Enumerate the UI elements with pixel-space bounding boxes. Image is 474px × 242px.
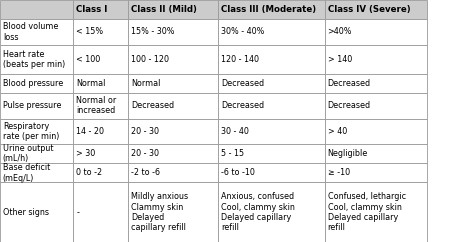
Text: Respiratory
rate (per min): Respiratory rate (per min) [3, 121, 59, 141]
Bar [218, 45, 325, 74]
Bar [128, 182, 218, 242]
Text: Class I: Class I [76, 5, 108, 14]
Bar [73, 182, 128, 242]
Bar [325, 182, 427, 242]
Bar [128, 163, 218, 182]
Bar [0, 144, 73, 163]
Bar [218, 119, 325, 144]
Text: Decreased: Decreased [328, 101, 371, 110]
Text: Class III (Moderate): Class III (Moderate) [221, 5, 316, 14]
Text: > 40: > 40 [328, 127, 347, 136]
Text: 120 - 140: 120 - 140 [221, 55, 259, 64]
Bar [128, 19, 218, 45]
Bar [0, 0, 73, 19]
Text: < 15%: < 15% [76, 27, 103, 37]
Text: Urine output
(mL/h): Urine output (mL/h) [3, 144, 54, 163]
Bar [73, 19, 128, 45]
Text: Decreased: Decreased [328, 79, 371, 88]
Text: Pulse pressure: Pulse pressure [3, 101, 61, 110]
Text: Normal: Normal [76, 79, 106, 88]
Text: 0 to -2: 0 to -2 [76, 168, 102, 177]
Bar [218, 182, 325, 242]
Bar [218, 163, 325, 182]
Bar [218, 93, 325, 119]
Bar [325, 74, 427, 93]
Text: Blood volume
loss: Blood volume loss [3, 22, 58, 42]
Text: Class II (Mild): Class II (Mild) [131, 5, 197, 14]
Text: 20 - 30: 20 - 30 [131, 149, 159, 158]
Text: Mildly anxious
Clammy skin
Delayed
capillary refill: Mildly anxious Clammy skin Delayed capil… [131, 192, 188, 232]
Bar [73, 93, 128, 119]
Text: > 30: > 30 [76, 149, 96, 158]
Bar [73, 74, 128, 93]
Text: Confused, lethargic
Cool, clammy skin
Delayed capillary
refill: Confused, lethargic Cool, clammy skin De… [328, 192, 406, 232]
Bar [128, 93, 218, 119]
Text: Heart rate
(beats per min): Heart rate (beats per min) [3, 50, 65, 69]
Text: > 140: > 140 [328, 55, 352, 64]
Bar [0, 74, 73, 93]
Bar [73, 119, 128, 144]
Bar [73, 144, 128, 163]
Bar [325, 144, 427, 163]
Bar [0, 163, 73, 182]
Text: -2 to -6: -2 to -6 [131, 168, 160, 177]
Text: Blood pressure: Blood pressure [3, 79, 63, 88]
Text: Other signs: Other signs [3, 208, 49, 217]
Text: 14 - 20: 14 - 20 [76, 127, 104, 136]
Text: >40%: >40% [328, 27, 352, 37]
Text: Negligible: Negligible [328, 149, 368, 158]
Bar [0, 19, 73, 45]
Text: Normal or
increased: Normal or increased [76, 96, 117, 115]
Text: 15% - 30%: 15% - 30% [131, 27, 174, 37]
Bar [128, 144, 218, 163]
Text: Decreased: Decreased [221, 79, 264, 88]
Text: 5 - 15: 5 - 15 [221, 149, 244, 158]
Text: 20 - 30: 20 - 30 [131, 127, 159, 136]
Bar [128, 45, 218, 74]
Bar [325, 119, 427, 144]
Text: 30% - 40%: 30% - 40% [221, 27, 264, 37]
Text: Class IV (Severe): Class IV (Severe) [328, 5, 410, 14]
Bar [0, 119, 73, 144]
Bar [73, 163, 128, 182]
Bar [325, 45, 427, 74]
Bar [0, 45, 73, 74]
Text: 100 - 120: 100 - 120 [131, 55, 169, 64]
Bar [73, 0, 128, 19]
Bar [128, 74, 218, 93]
Bar [325, 19, 427, 45]
Text: Decreased: Decreased [131, 101, 174, 110]
Text: 30 - 40: 30 - 40 [221, 127, 249, 136]
Bar [218, 19, 325, 45]
Text: Anxious, confused
Cool, clammy skin
Delayed capillary
refill: Anxious, confused Cool, clammy skin Dela… [221, 192, 295, 232]
Bar [128, 0, 218, 19]
Text: Base deficit
(mEq/L): Base deficit (mEq/L) [3, 163, 50, 182]
Bar [325, 93, 427, 119]
Text: -: - [76, 208, 79, 217]
Text: Normal: Normal [131, 79, 160, 88]
Bar [218, 0, 325, 19]
Text: < 100: < 100 [76, 55, 100, 64]
Bar [325, 0, 427, 19]
Bar [218, 74, 325, 93]
Bar [0, 182, 73, 242]
Bar [73, 45, 128, 74]
Text: Decreased: Decreased [221, 101, 264, 110]
Text: -6 to -10: -6 to -10 [221, 168, 255, 177]
Bar [128, 119, 218, 144]
Text: ≥ -10: ≥ -10 [328, 168, 350, 177]
Bar [0, 93, 73, 119]
Bar [218, 144, 325, 163]
Bar [325, 163, 427, 182]
